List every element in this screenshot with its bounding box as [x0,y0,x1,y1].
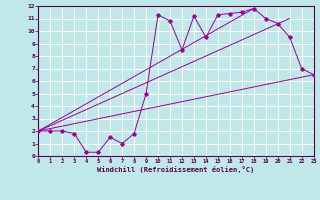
X-axis label: Windchill (Refroidissement éolien,°C): Windchill (Refroidissement éolien,°C) [97,166,255,173]
